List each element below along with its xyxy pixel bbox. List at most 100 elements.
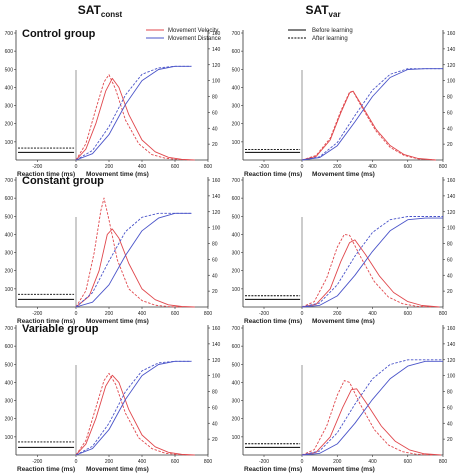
distance-before-line	[75, 65, 192, 161]
right-tick-label: 60	[212, 405, 218, 411]
right-tick-label: 20	[447, 289, 453, 295]
distance-before-line	[75, 360, 192, 456]
right-tick-label: 160	[447, 31, 456, 37]
right-tick-label: 140	[447, 194, 456, 200]
movement-tick-label: 800	[439, 311, 448, 317]
right-tick-label: 40	[447, 273, 453, 279]
reaction-tick-label: 0	[75, 459, 78, 465]
right-tick-label: 160	[212, 178, 221, 184]
left-tick-label: 400	[232, 380, 241, 386]
movement-tick-label: 200	[333, 459, 342, 465]
velocity-after-line	[75, 197, 182, 308]
right-tick-label: 20	[212, 289, 218, 295]
right-tick-label: 120	[447, 358, 456, 364]
left-tick-label: 700	[232, 31, 241, 37]
movement-tick-label: 400	[368, 164, 377, 170]
distance-after-line	[301, 68, 443, 161]
right-tick-label: 80	[212, 242, 218, 248]
reaction-axis-label: Reaction time (ms)	[17, 171, 75, 178]
movement-axis-label: Movement time (ms)	[86, 318, 149, 325]
distance-after-line	[75, 212, 192, 308]
column-header-2: SATvar	[305, 3, 340, 19]
velocity-before-line	[75, 228, 195, 308]
right-tick-label: 20	[447, 437, 453, 443]
right-tick-label: 80	[212, 95, 218, 101]
left-tick-label: 700	[5, 326, 14, 332]
column-header-subscript: const	[101, 10, 123, 19]
reaction-tick-label: 0	[301, 459, 304, 465]
right-tick-label: 160	[447, 326, 456, 332]
left-tick-label: 200	[5, 122, 14, 128]
velocity-after-line	[75, 74, 192, 161]
velocity-before-line	[301, 388, 442, 456]
reaction-axis-label: Reaction time (ms)	[17, 466, 75, 473]
distance-before-line	[301, 360, 443, 456]
left-tick-label: 700	[232, 326, 241, 332]
panel-3: 100 200 300 400 500 600 700 20 40 60 80 100 120 140 16…	[5, 175, 221, 325]
reaction-axis-label: Reaction time (ms)	[244, 171, 302, 178]
legend-before-label: Before learning	[312, 28, 353, 34]
right-tick-label: 100	[212, 374, 221, 380]
velocity-before-line	[75, 374, 195, 456]
reaction-tick-label: 0	[75, 311, 78, 317]
movement-tick-label: 400	[138, 311, 147, 317]
left-tick-label: 400	[5, 380, 14, 386]
reaction-axis-label: Reaction time (ms)	[244, 318, 302, 325]
movement-tick-label: 800	[204, 164, 213, 170]
velocity-after-line	[301, 233, 433, 308]
right-tick-label: 60	[447, 110, 453, 116]
left-tick-label: 300	[232, 104, 241, 110]
left-tick-label: 600	[5, 344, 14, 350]
right-tick-label: 60	[447, 257, 453, 263]
right-tick-label: 60	[212, 110, 218, 116]
panel-5: 100 200 300 400 500 600 700 20 40 60 80 100 120 140 16…	[5, 323, 221, 473]
right-tick-label: 140	[212, 342, 221, 348]
right-tick-label: 40	[212, 126, 218, 132]
left-tick-label: 700	[232, 178, 241, 184]
movement-tick-label: 600	[404, 164, 413, 170]
velocity-before-line	[75, 77, 195, 161]
column-header-subscript: var	[329, 10, 341, 19]
panel-4: 100 200 300 400 500 600 700 20 40 60 80 100 120 140 16…	[232, 177, 456, 325]
reaction-tick-label: -200	[259, 164, 269, 170]
panel-2: 100 200 300 400 500 600 700 20 40 60 80 100 120 140 16…	[232, 30, 456, 178]
velocity-before-line	[301, 90, 436, 161]
column-header-1: SATconst	[78, 3, 123, 19]
right-tick-label: 160	[447, 178, 456, 184]
reaction-tick-label: -200	[259, 311, 269, 317]
right-tick-label: 120	[212, 63, 221, 69]
right-tick-label: 120	[447, 210, 456, 216]
velocity-after-line	[75, 372, 192, 456]
right-tick-label: 100	[212, 226, 221, 232]
left-tick-label: 600	[232, 344, 241, 350]
right-tick-label: 20	[212, 142, 218, 148]
left-tick-label: 400	[232, 232, 241, 238]
reaction-tick-label: 0	[301, 164, 304, 170]
left-tick-label: 500	[5, 214, 14, 220]
movement-tick-label: 200	[333, 164, 342, 170]
right-tick-label: 60	[447, 405, 453, 411]
movement-tick-label: 400	[138, 164, 147, 170]
left-tick-label: 200	[232, 122, 241, 128]
movement-tick-label: 200	[105, 311, 114, 317]
right-tick-label: 80	[447, 390, 453, 396]
movement-tick-label: 800	[439, 164, 448, 170]
column-header-base: SAT	[305, 3, 329, 17]
left-tick-label: 100	[5, 287, 14, 293]
movement-tick-label: 400	[138, 459, 147, 465]
movement-axis-label: Movement time (ms)	[86, 171, 149, 178]
right-tick-label: 20	[447, 142, 453, 148]
distance-after-line	[301, 216, 443, 308]
distance-before-line	[75, 212, 192, 308]
left-tick-label: 100	[5, 140, 14, 146]
movement-tick-label: 200	[333, 311, 342, 317]
right-tick-label: 80	[212, 390, 218, 396]
reaction-tick-label: -200	[32, 311, 42, 317]
left-tick-label: 200	[5, 269, 14, 275]
movement-tick-label: 800	[439, 459, 448, 465]
movement-tick-label: 600	[171, 459, 180, 465]
group-title: Control group	[22, 28, 96, 40]
right-tick-label: 40	[212, 421, 218, 427]
velocity-after-line	[301, 90, 436, 161]
